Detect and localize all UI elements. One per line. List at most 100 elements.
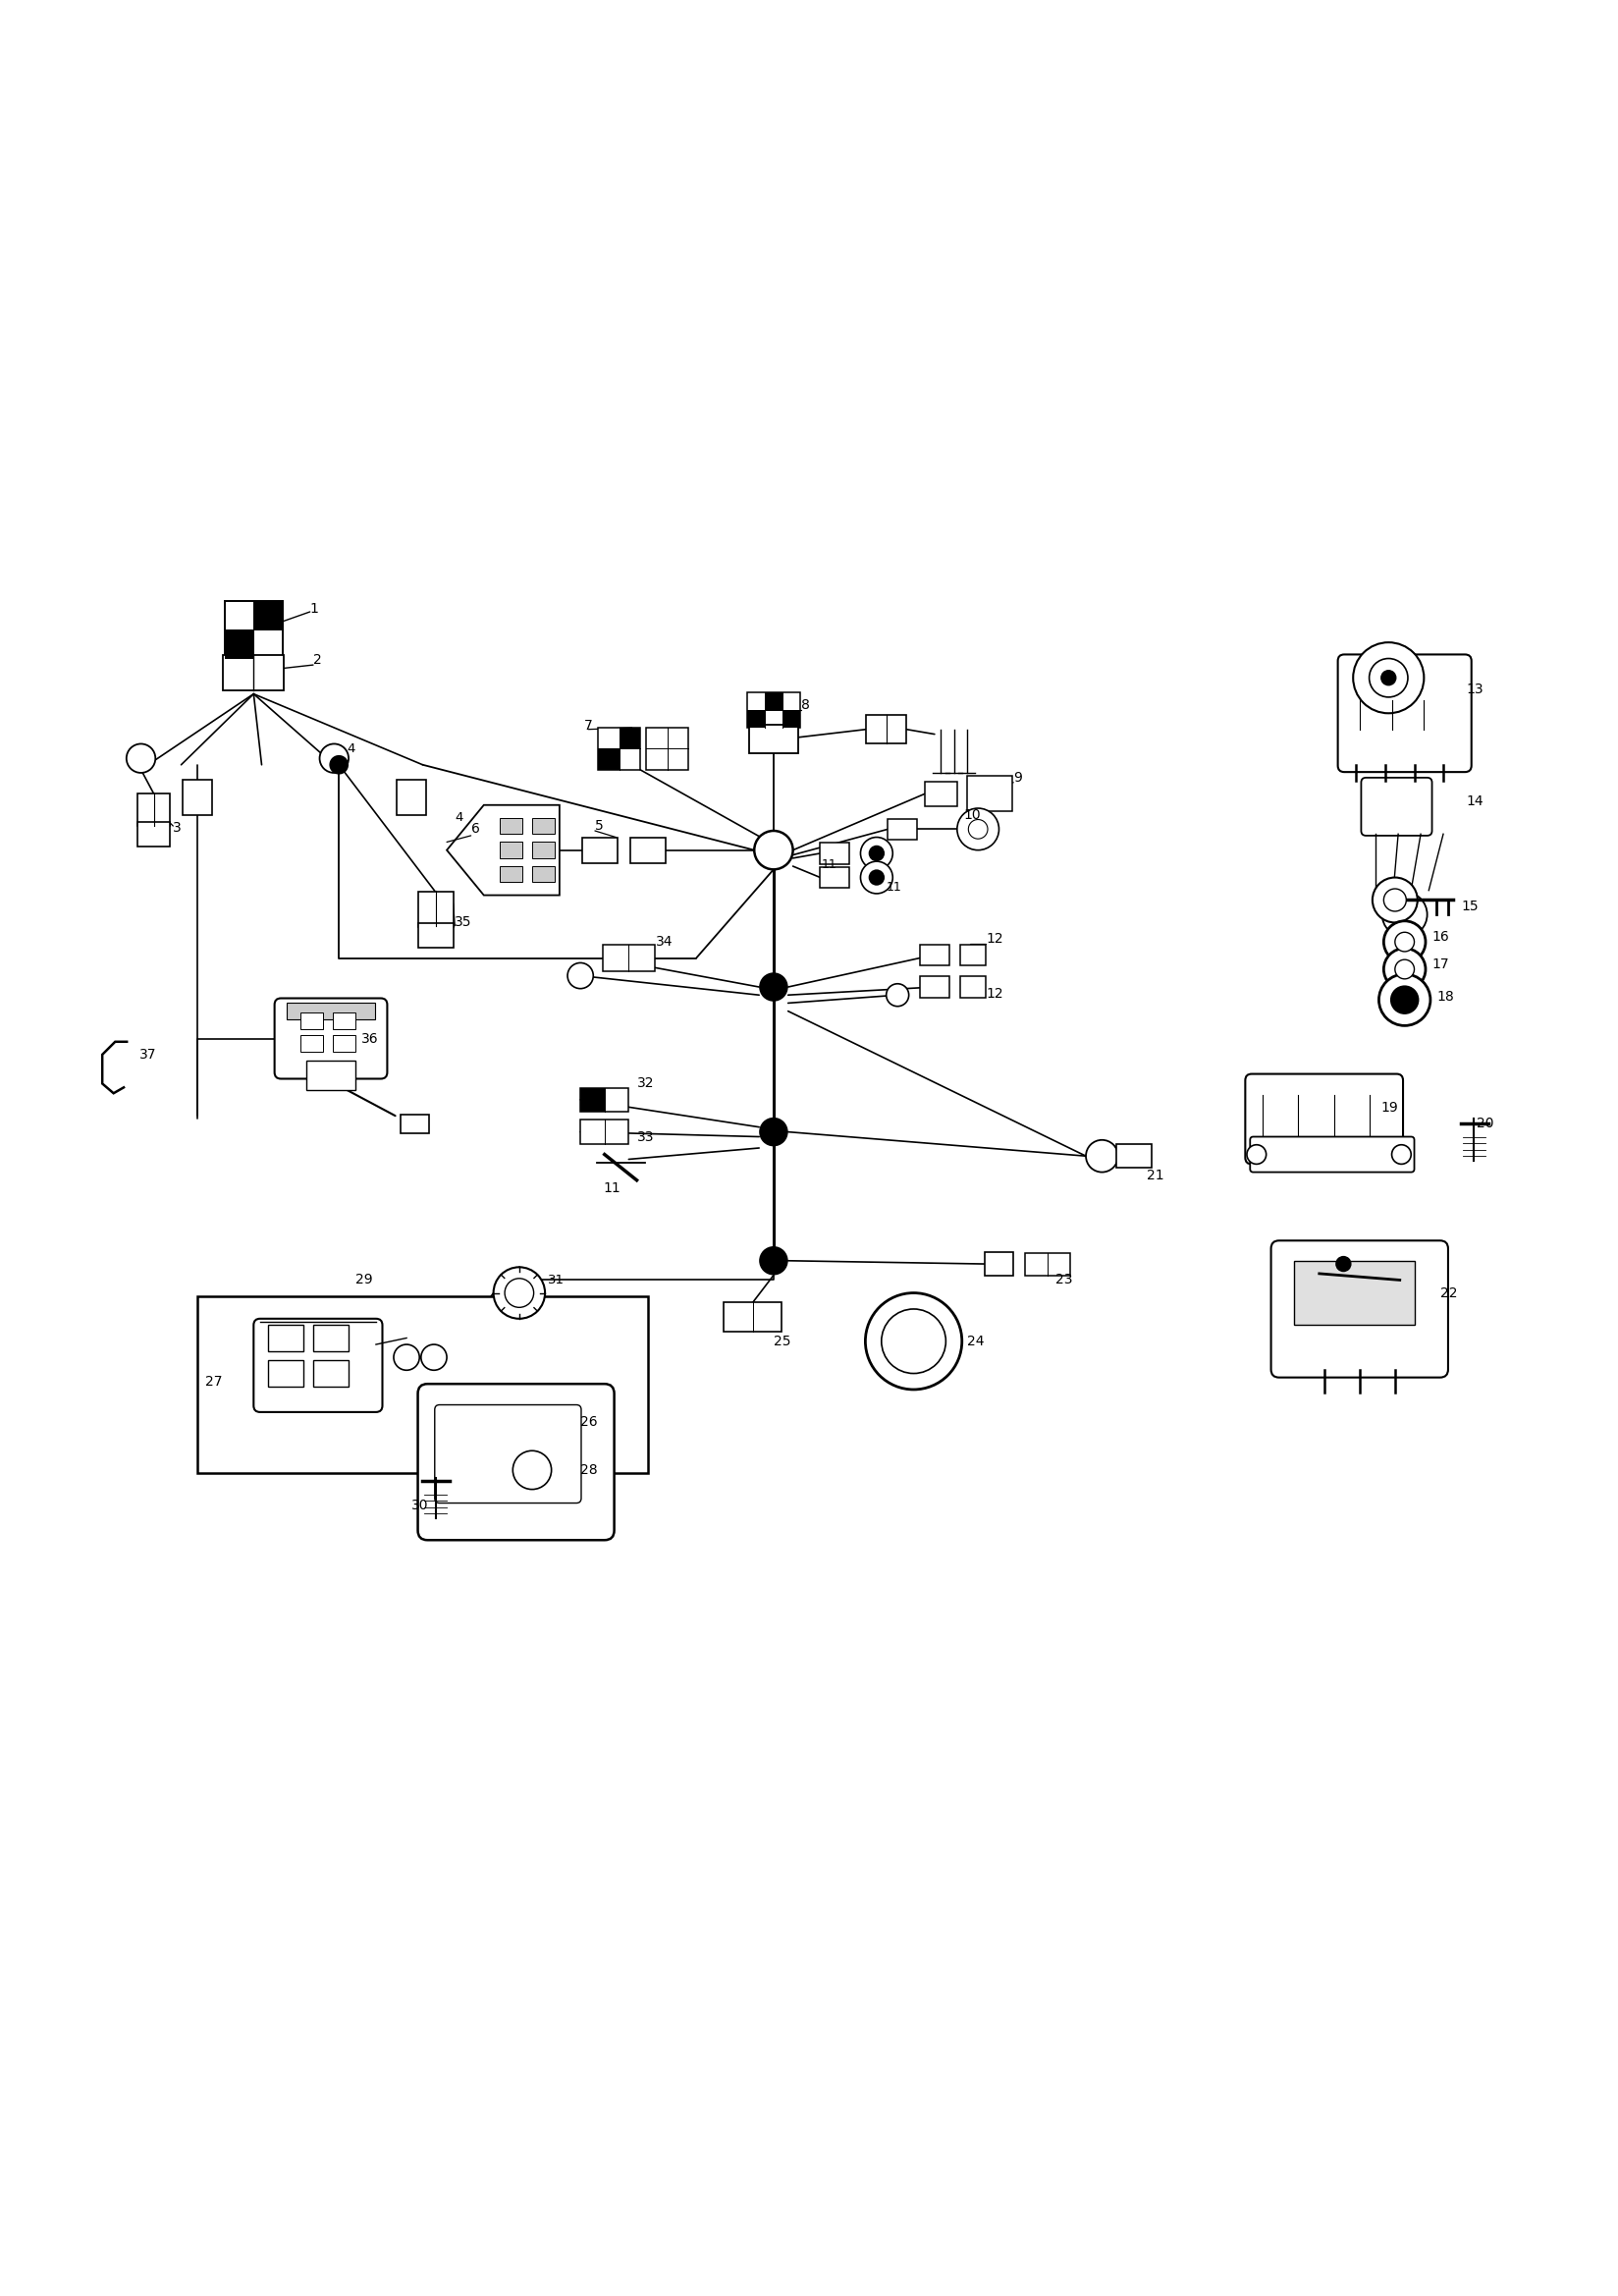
Bar (183, 778, 212, 815)
Bar (254, 602, 283, 629)
Bar (1294, 1261, 1416, 1325)
Text: 34: 34 (655, 934, 673, 948)
Bar (417, 891, 453, 928)
Circle shape (1390, 985, 1419, 1015)
Text: 11: 11 (822, 859, 838, 870)
Circle shape (568, 962, 594, 990)
Bar (866, 714, 906, 744)
Text: 3: 3 (173, 820, 181, 833)
Circle shape (513, 1451, 552, 1490)
Bar (1024, 1254, 1069, 1274)
Bar (301, 1035, 324, 1052)
Circle shape (1369, 659, 1408, 698)
Bar (314, 1362, 348, 1387)
Text: 16: 16 (1432, 930, 1450, 944)
Text: 30: 30 (411, 1499, 429, 1513)
FancyBboxPatch shape (1251, 1137, 1414, 1173)
Bar (921, 976, 950, 996)
Bar (417, 923, 453, 948)
Bar (599, 748, 620, 769)
Bar (532, 843, 555, 859)
Bar (500, 817, 523, 833)
Circle shape (393, 1345, 419, 1371)
Text: 1: 1 (311, 602, 319, 615)
Bar (269, 1362, 304, 1387)
Circle shape (126, 744, 155, 774)
Circle shape (968, 820, 987, 838)
Bar (961, 944, 985, 964)
Bar (647, 728, 688, 769)
Text: 19: 19 (1380, 1100, 1398, 1114)
Text: 26: 26 (581, 1414, 597, 1428)
Bar (723, 1302, 781, 1332)
Circle shape (1380, 670, 1396, 687)
Text: 31: 31 (549, 1274, 565, 1286)
Circle shape (1383, 948, 1425, 990)
Text: 25: 25 (773, 1334, 791, 1348)
Text: 14: 14 (1466, 794, 1484, 808)
Circle shape (1086, 1139, 1118, 1173)
FancyBboxPatch shape (1361, 778, 1432, 836)
Bar (888, 820, 917, 840)
Circle shape (861, 861, 893, 893)
Text: 15: 15 (1461, 900, 1479, 914)
Circle shape (958, 808, 998, 850)
Circle shape (869, 870, 885, 886)
Circle shape (882, 1309, 947, 1373)
Bar (1116, 1143, 1152, 1169)
Bar (138, 822, 170, 847)
Text: 4: 4 (455, 810, 463, 824)
Circle shape (1379, 974, 1430, 1026)
Circle shape (1383, 889, 1406, 912)
Circle shape (330, 755, 348, 774)
Text: 24: 24 (968, 1334, 984, 1348)
Bar (225, 602, 283, 659)
Text: 23: 23 (1055, 1274, 1073, 1288)
Text: 10: 10 (964, 808, 981, 822)
Text: 2: 2 (314, 654, 322, 666)
Circle shape (861, 838, 893, 870)
Text: 35: 35 (455, 916, 472, 930)
Circle shape (866, 1293, 963, 1389)
Bar (599, 728, 641, 769)
Text: 9: 9 (1013, 771, 1023, 785)
Bar (286, 1003, 375, 1019)
Text: 20: 20 (1477, 1116, 1495, 1130)
FancyBboxPatch shape (1246, 1075, 1403, 1164)
Circle shape (754, 831, 793, 870)
Text: 32: 32 (637, 1077, 654, 1091)
Text: 29: 29 (354, 1274, 372, 1288)
Text: 7: 7 (584, 719, 592, 732)
Bar (532, 866, 555, 882)
Circle shape (421, 1345, 447, 1371)
Bar (581, 1088, 605, 1111)
Bar (765, 693, 783, 709)
Bar (581, 1120, 629, 1143)
Bar (500, 866, 523, 882)
Bar (984, 1251, 1013, 1277)
Text: 12: 12 (985, 987, 1003, 1001)
Bar (748, 709, 765, 728)
Bar (820, 868, 849, 889)
Circle shape (869, 845, 885, 861)
Circle shape (505, 1279, 534, 1306)
Circle shape (1335, 1256, 1351, 1272)
Bar (225, 629, 254, 659)
Circle shape (1391, 1146, 1411, 1164)
FancyBboxPatch shape (275, 999, 387, 1079)
Bar (301, 1013, 324, 1029)
Text: 36: 36 (361, 1031, 379, 1045)
Bar (269, 1325, 304, 1350)
Circle shape (493, 1267, 545, 1318)
Bar (532, 817, 555, 833)
Circle shape (1372, 877, 1417, 923)
Bar (582, 838, 618, 863)
FancyBboxPatch shape (417, 1384, 615, 1541)
Bar (396, 778, 426, 815)
Bar (925, 781, 958, 806)
Bar (332, 1013, 354, 1029)
Bar (307, 1061, 354, 1091)
Bar (332, 1035, 354, 1052)
Circle shape (1247, 1146, 1267, 1164)
Text: 33: 33 (637, 1130, 654, 1143)
